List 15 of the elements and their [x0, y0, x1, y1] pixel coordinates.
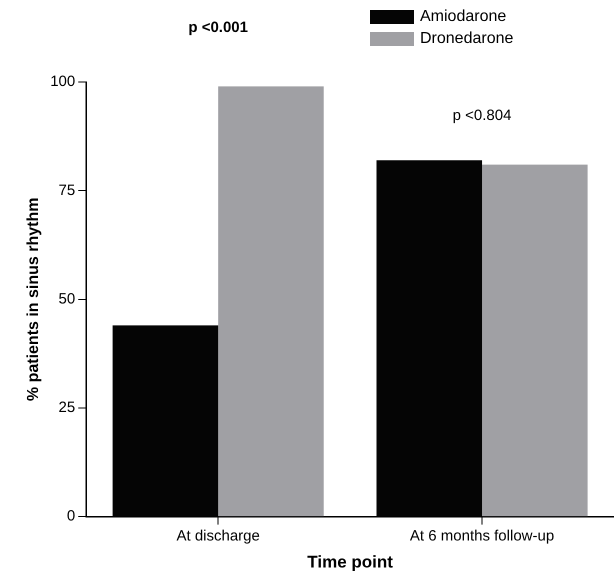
bar — [482, 164, 588, 516]
bar — [218, 86, 324, 516]
y-tick-label: 100 — [50, 73, 76, 90]
y-tick-label: 25 — [58, 399, 76, 416]
x-axis-title: Time point — [307, 552, 394, 572]
x-tick-label: At discharge — [176, 528, 260, 545]
legend-label: Dronedarone — [420, 30, 514, 48]
x-tick-label: At 6 months follow-up — [410, 528, 554, 545]
y-axis-title: % patients in sinus rhythm — [25, 198, 42, 402]
text: p <0.001 — [188, 19, 248, 36]
y-tick-label: 0 — [66, 508, 76, 525]
annotation: p <0.804 — [452, 107, 512, 124]
y-tick-label: 50 — [58, 290, 76, 308]
y-tick-label: 75 — [58, 182, 76, 199]
legend-label: Amiodarone — [420, 8, 506, 26]
